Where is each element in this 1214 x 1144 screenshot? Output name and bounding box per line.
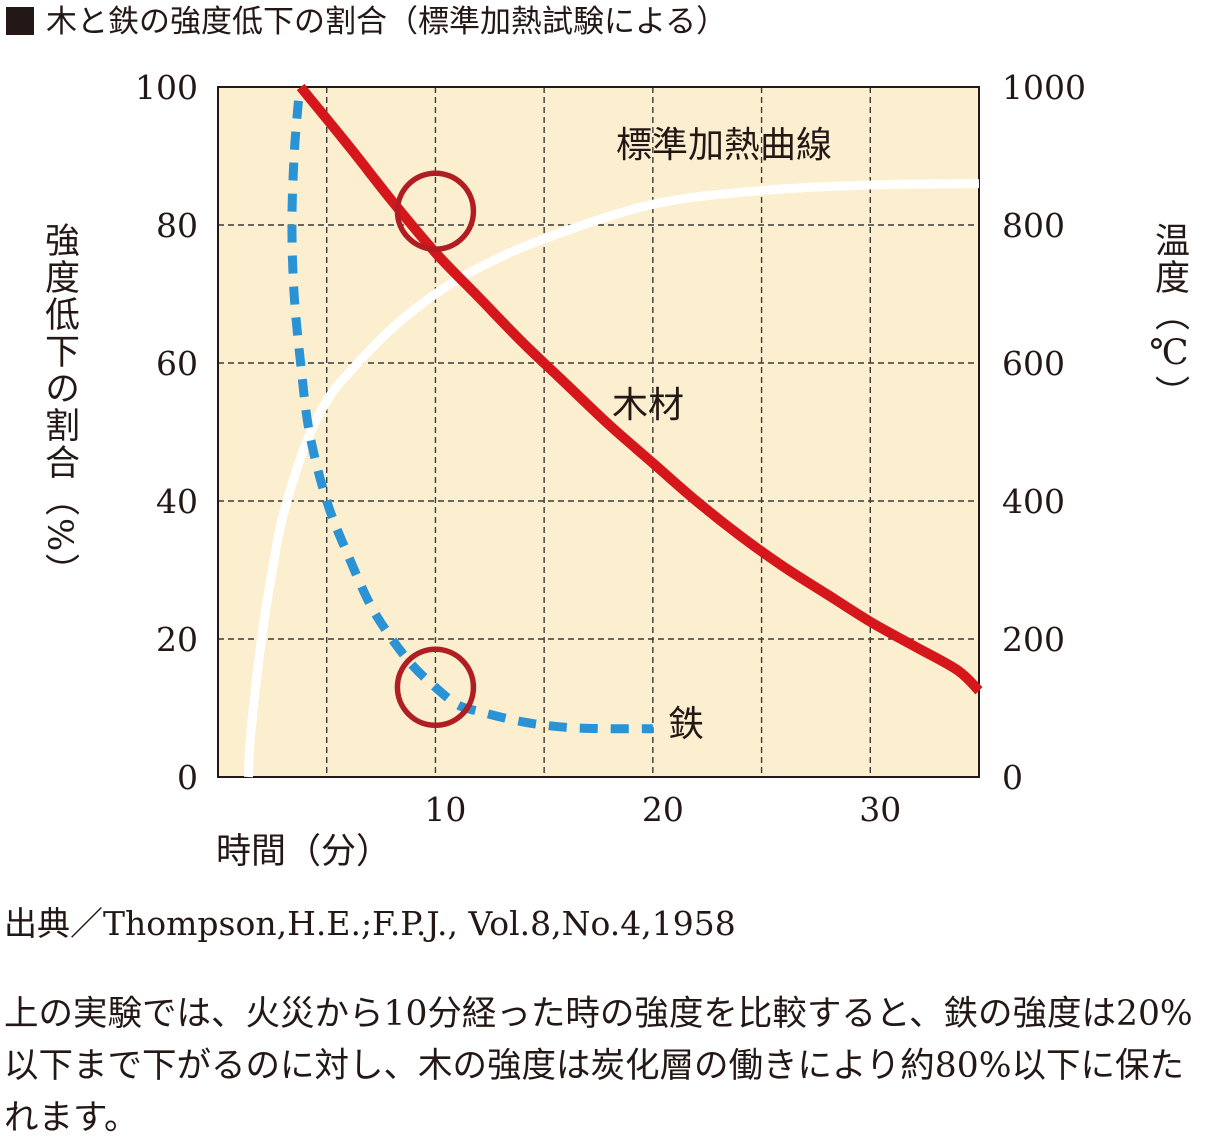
x-axis-label: 時間（分）: [216, 832, 392, 872]
highlight-circle-marker: [394, 646, 477, 729]
x-tick-label: 20: [642, 790, 684, 829]
y-right-tick-label: 200: [1002, 620, 1065, 659]
y-left-tick-label: 20: [156, 620, 198, 659]
chart-title: 木と鉄の強度低下の割合（標準加熱試験による）: [6, 2, 727, 42]
heating-curve-label: 標準加熱曲線: [616, 125, 832, 166]
y-left-tick-label: 40: [156, 482, 198, 521]
y-right-tick-label: 600: [1002, 344, 1065, 383]
wood-label: 木材: [612, 385, 684, 426]
source-citation: 出典／Thompson,H.E.;F.P.J., Vol.8,No.4,1958: [4, 904, 736, 943]
y-left-tick-label: 80: [156, 206, 198, 245]
caption-text: 上の実験では、火災から10分経った時の強度を比較すると、鉄の強度は20%以下まで…: [4, 994, 1193, 1138]
highlight-circle-marker: [394, 170, 477, 252]
marker-layer: [394, 170, 477, 729]
plot-area: [218, 87, 979, 777]
title-square-icon: [6, 7, 34, 35]
y-right-tick-label: 800: [1002, 206, 1065, 245]
series-layer: [243, 83, 983, 778]
y-left-tick-label: 60: [156, 344, 198, 383]
iron-label: 鉄: [668, 704, 704, 745]
y-right-tick-label: 400: [1002, 482, 1065, 521]
wood-line: [296, 83, 983, 695]
x-tick-label: 30: [859, 790, 901, 829]
y-left-tick-label: 100: [135, 68, 198, 107]
grid-lines: [218, 87, 979, 777]
y-right-tick-label: 1000: [1002, 68, 1086, 107]
x-tick-label: 10: [424, 790, 466, 829]
plot-frame: [217, 86, 980, 778]
heating-curve-line: [243, 179, 980, 778]
y-axis-right-label: 温度（℃）: [1149, 222, 1189, 412]
chart-title-text: 木と鉄の強度低下の割合（標準加熱試験による）: [46, 4, 728, 40]
y-axis-left-label: 強度低下の割合（%）: [39, 222, 79, 591]
y-right-tick-label: 0: [1002, 758, 1023, 797]
iron-line: [287, 100, 653, 734]
y-left-tick-label: 0: [177, 758, 198, 797]
